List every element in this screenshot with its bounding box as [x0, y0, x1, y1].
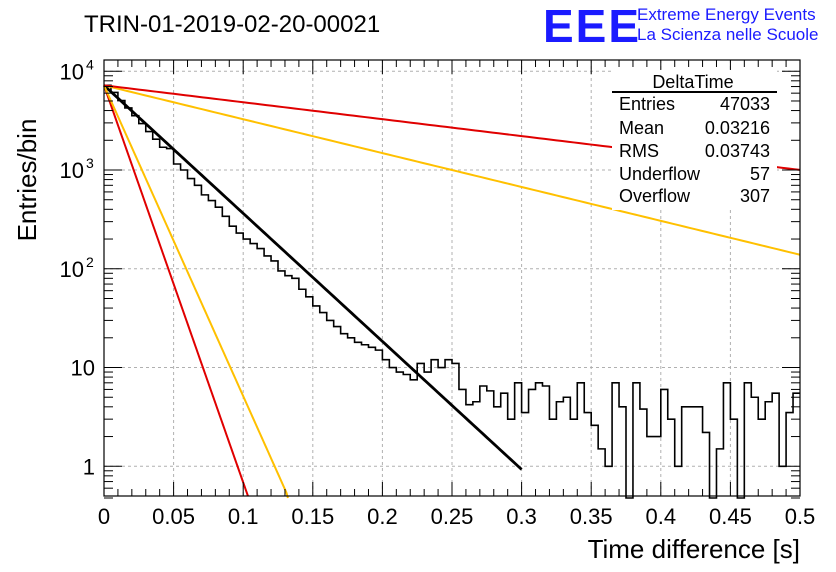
x-tick-label: 0	[98, 504, 110, 529]
y-tick-label: 10	[71, 356, 95, 381]
logo-line-2: La Scienza nelle Scuole	[637, 25, 818, 44]
chart-title: TRIN-01-2019-02-20-00021	[84, 11, 380, 38]
stats-label: Underflow	[619, 164, 701, 184]
y-tick-label: 1	[83, 454, 95, 479]
eee-logo: EEE Extreme Energy Events La Scienza nel…	[543, 0, 818, 52]
stats-box: DeltaTime Entries 47033 Mean 0.03216 RMS…	[612, 70, 777, 210]
stats-value: 0.03216	[705, 118, 770, 138]
logo-line-1: Extreme Energy Events	[637, 5, 816, 24]
stats-label: RMS	[619, 141, 659, 161]
stats-value: 307	[740, 186, 770, 206]
histogram-line	[104, 84, 800, 499]
stats-value: 0.03743	[705, 141, 770, 161]
histogram-series	[104, 84, 800, 499]
stats-label: Mean	[619, 118, 664, 138]
x-tick-label: 0.4	[646, 504, 677, 529]
x-tick-label: 0.05	[152, 504, 195, 529]
fit-curve	[103, 84, 289, 499]
x-tick-label: 0.3	[506, 504, 537, 529]
x-tick-label: 0.1	[228, 504, 259, 529]
fit-curve	[103, 85, 249, 497]
x-tick-label: 0.15	[291, 504, 334, 529]
y-tick-label: 10	[60, 257, 84, 282]
stats-box-bg	[612, 70, 777, 210]
x-tick-label: 0.2	[367, 504, 398, 529]
x-tick-label: 0.25	[431, 504, 474, 529]
stats-label: Overflow	[619, 186, 691, 206]
fit-curve	[103, 84, 523, 471]
x-axis: 0 0.05 0.1 0.15 0.2 0.25 0.3 0.35 0.4 0.45 0.5	[98, 60, 815, 529]
stats-value: 57	[750, 164, 770, 184]
y-tick-exponent: 4	[86, 56, 94, 72]
stats-title: DeltaTime	[652, 72, 733, 92]
y-tick-exponent: 2	[86, 254, 94, 270]
fit-curve	[103, 84, 801, 256]
stats-label: Entries	[619, 94, 675, 114]
eee-logo-mark: EEE	[543, 0, 641, 52]
x-axis-title: Time difference [s]	[588, 534, 800, 564]
x-tick-label: 0.45	[709, 504, 752, 529]
y-tick-label: 10	[60, 59, 84, 84]
x-tick-label: 0.5	[785, 504, 816, 529]
x-tick-label: 0.35	[570, 504, 613, 529]
y-tick-label: 10	[60, 158, 84, 183]
y-tick-exponent: 3	[86, 155, 94, 171]
stats-value: 47033	[720, 94, 770, 114]
y-axis-title: Entries/bin	[12, 119, 42, 242]
